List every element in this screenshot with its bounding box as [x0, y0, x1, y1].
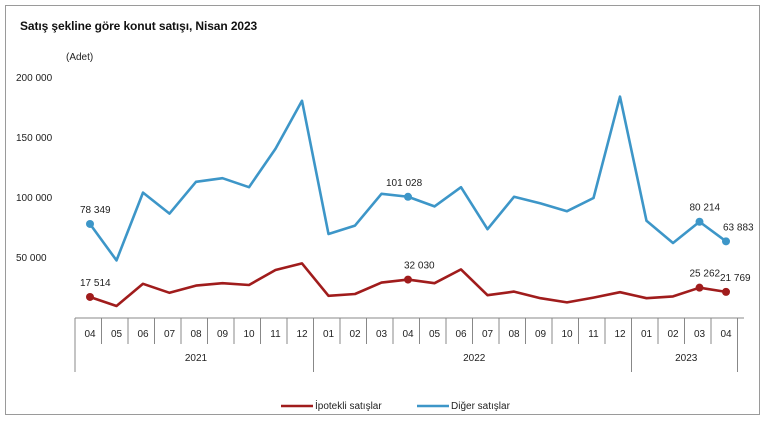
data-label: 17 514 — [80, 278, 111, 289]
x-tick-label: 09 — [535, 329, 547, 340]
year-label: 2021 — [185, 353, 208, 364]
x-tick-label: 07 — [164, 329, 176, 340]
x-tick-label: 05 — [111, 329, 123, 340]
x-tick-label: 12 — [296, 329, 308, 340]
x-tick-label: 11 — [270, 329, 281, 340]
x-tick-label: 10 — [561, 329, 573, 340]
data-point-marker — [86, 219, 94, 228]
data-point-marker — [404, 275, 412, 284]
data-label: 101 028 — [386, 178, 423, 189]
x-tick-label: 08 — [508, 329, 520, 340]
x-tick-label: 05 — [429, 329, 441, 340]
x-tick-label: 06 — [137, 329, 149, 340]
data-point-marker — [722, 287, 730, 296]
chart-title: Satış şekline göre konut satışı, Nisan 2… — [20, 19, 258, 33]
data-point-marker — [695, 217, 704, 226]
x-tick-label: 10 — [243, 329, 255, 340]
x-tick-label: 03 — [376, 329, 388, 340]
chart-frame: Satış şekline göre konut satışı, Nisan 2… — [5, 5, 760, 415]
data-label: 21 769 — [720, 273, 751, 284]
x-tick-label: 04 — [720, 329, 732, 340]
x-tick-label: 01 — [641, 329, 653, 340]
x-tick-label: 09 — [217, 329, 229, 340]
y-tick-label: 200 000 — [16, 73, 53, 84]
x-tick-label: 03 — [694, 329, 706, 340]
data-point-marker — [695, 283, 704, 292]
year-label: 2023 — [675, 353, 698, 364]
x-tick-label: 02 — [349, 329, 361, 340]
legend-item-ipotekli-label: İpotekli satışlar — [315, 399, 382, 412]
x-tick-label: 06 — [455, 329, 467, 340]
y-tick-label: 150 000 — [16, 133, 53, 144]
data-label: 80 214 — [690, 203, 721, 214]
data-point-marker — [404, 192, 412, 201]
x-tick-label: 07 — [482, 329, 494, 340]
legend-item-diger-label: Diğer satışlar — [451, 401, 511, 412]
x-tick-label: 02 — [667, 329, 679, 340]
data-label: 25 262 — [690, 269, 721, 280]
x-tick-label: 12 — [614, 329, 626, 340]
x-tick-label: 11 — [588, 329, 599, 340]
x-tick-label: 08 — [190, 329, 202, 340]
data-label: 78 349 — [80, 205, 111, 216]
x-tick-label: 04 — [84, 329, 96, 340]
year-label: 2022 — [463, 353, 486, 364]
y-tick-label: 50 000 — [16, 253, 47, 264]
unit-label: (Adet) — [66, 52, 94, 63]
x-tick-label: 01 — [323, 329, 335, 340]
data-point-marker — [722, 237, 730, 246]
y-tick-label: 100 000 — [16, 193, 53, 204]
data-label: 32 030 — [404, 261, 435, 272]
data-point-marker — [86, 292, 94, 301]
x-tick-label: 04 — [402, 329, 414, 340]
data-label: 63 883 — [723, 222, 754, 233]
